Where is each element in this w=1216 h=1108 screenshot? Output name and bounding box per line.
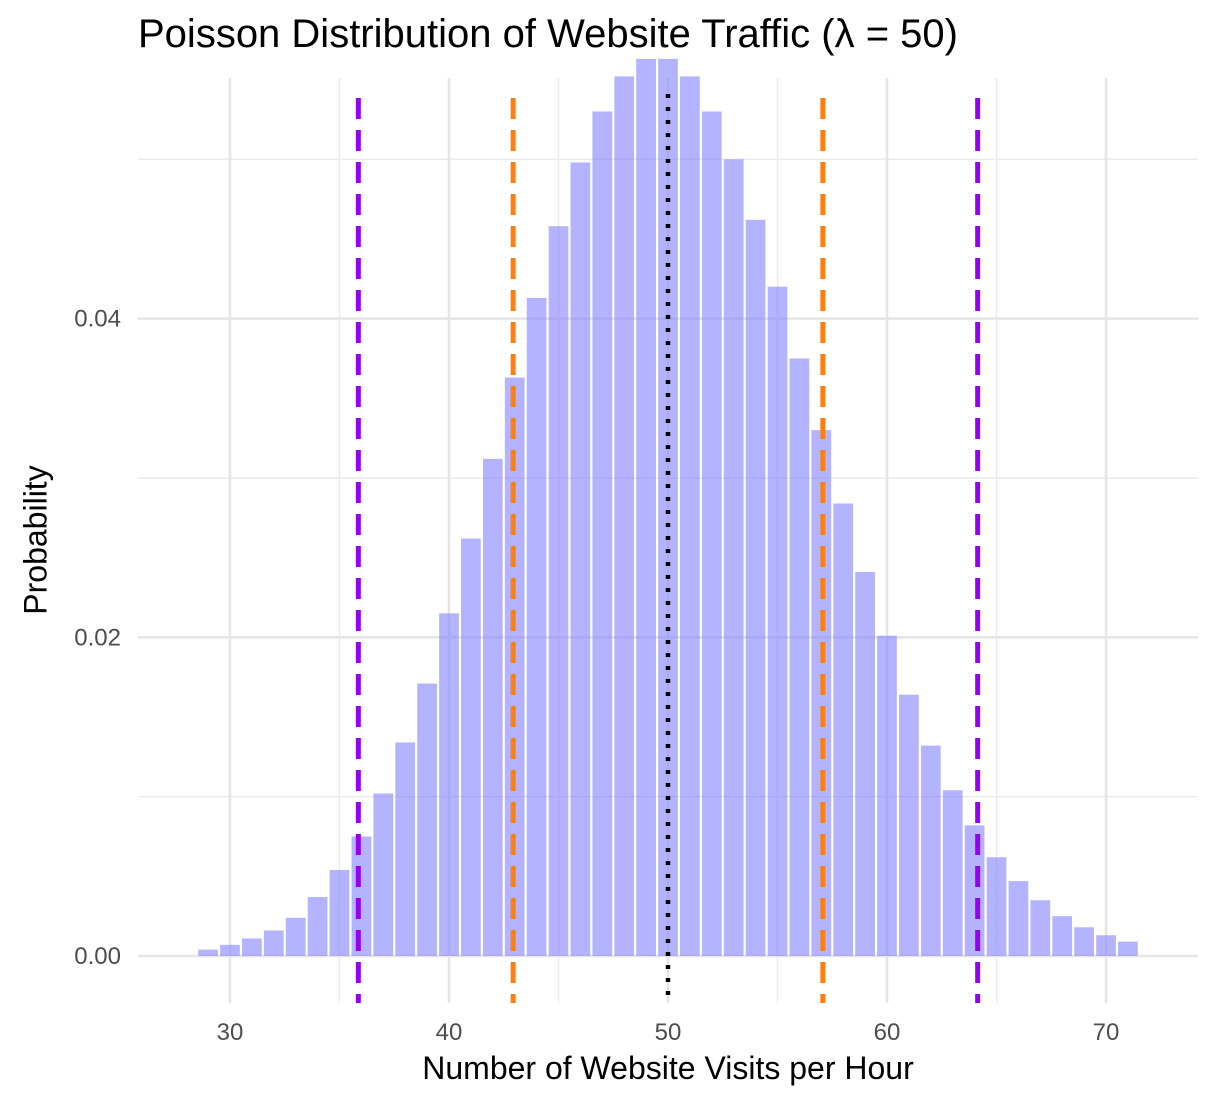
bar (680, 76, 700, 956)
bar (220, 944, 240, 956)
bar (285, 917, 306, 956)
y-tick-label: 0.00 (74, 943, 121, 970)
bar (745, 219, 766, 956)
bar (1118, 941, 1138, 956)
chart-title: Poisson Distribution of Website Traffic … (138, 12, 958, 56)
bar (526, 297, 547, 956)
bar (417, 683, 437, 956)
bar (942, 790, 963, 956)
bar (351, 836, 372, 956)
x-tick-label: 30 (217, 1019, 244, 1046)
x-axis-title: Number of Website Visits per Hour (422, 1050, 914, 1086)
bar (373, 793, 394, 956)
bar (877, 635, 897, 956)
x-tick-label: 50 (655, 1019, 682, 1046)
bar (767, 286, 788, 956)
y-tick-label: 0.02 (74, 624, 121, 651)
bar (833, 503, 854, 956)
bar (395, 742, 416, 956)
bar (701, 111, 722, 956)
bar (548, 226, 569, 956)
bar (592, 111, 613, 956)
bar (329, 869, 350, 956)
bar (1074, 927, 1094, 956)
bar (242, 938, 262, 956)
bar (789, 358, 810, 956)
bar (1030, 900, 1051, 956)
y-axis-title: Probability (17, 465, 54, 615)
bar (1096, 935, 1116, 956)
bar (986, 857, 1007, 956)
y-tick-label: 0.04 (74, 306, 121, 333)
bar (307, 897, 328, 956)
x-tick-label: 40 (436, 1019, 463, 1046)
bar (439, 613, 459, 956)
bar (920, 745, 941, 956)
bar (636, 58, 656, 956)
bar (1052, 916, 1073, 956)
bar (504, 377, 525, 956)
bar (899, 694, 919, 956)
bar (723, 159, 744, 956)
bar (482, 458, 503, 956)
bar (263, 930, 284, 956)
x-tick-label: 60 (874, 1019, 901, 1046)
bar (570, 162, 591, 956)
bar (198, 949, 218, 956)
bar (964, 825, 985, 956)
bar (1008, 881, 1029, 956)
bar (658, 58, 678, 956)
bar (614, 76, 635, 956)
x-tick-label: 70 (1093, 1019, 1120, 1046)
bar (855, 571, 875, 956)
bar (461, 538, 481, 956)
